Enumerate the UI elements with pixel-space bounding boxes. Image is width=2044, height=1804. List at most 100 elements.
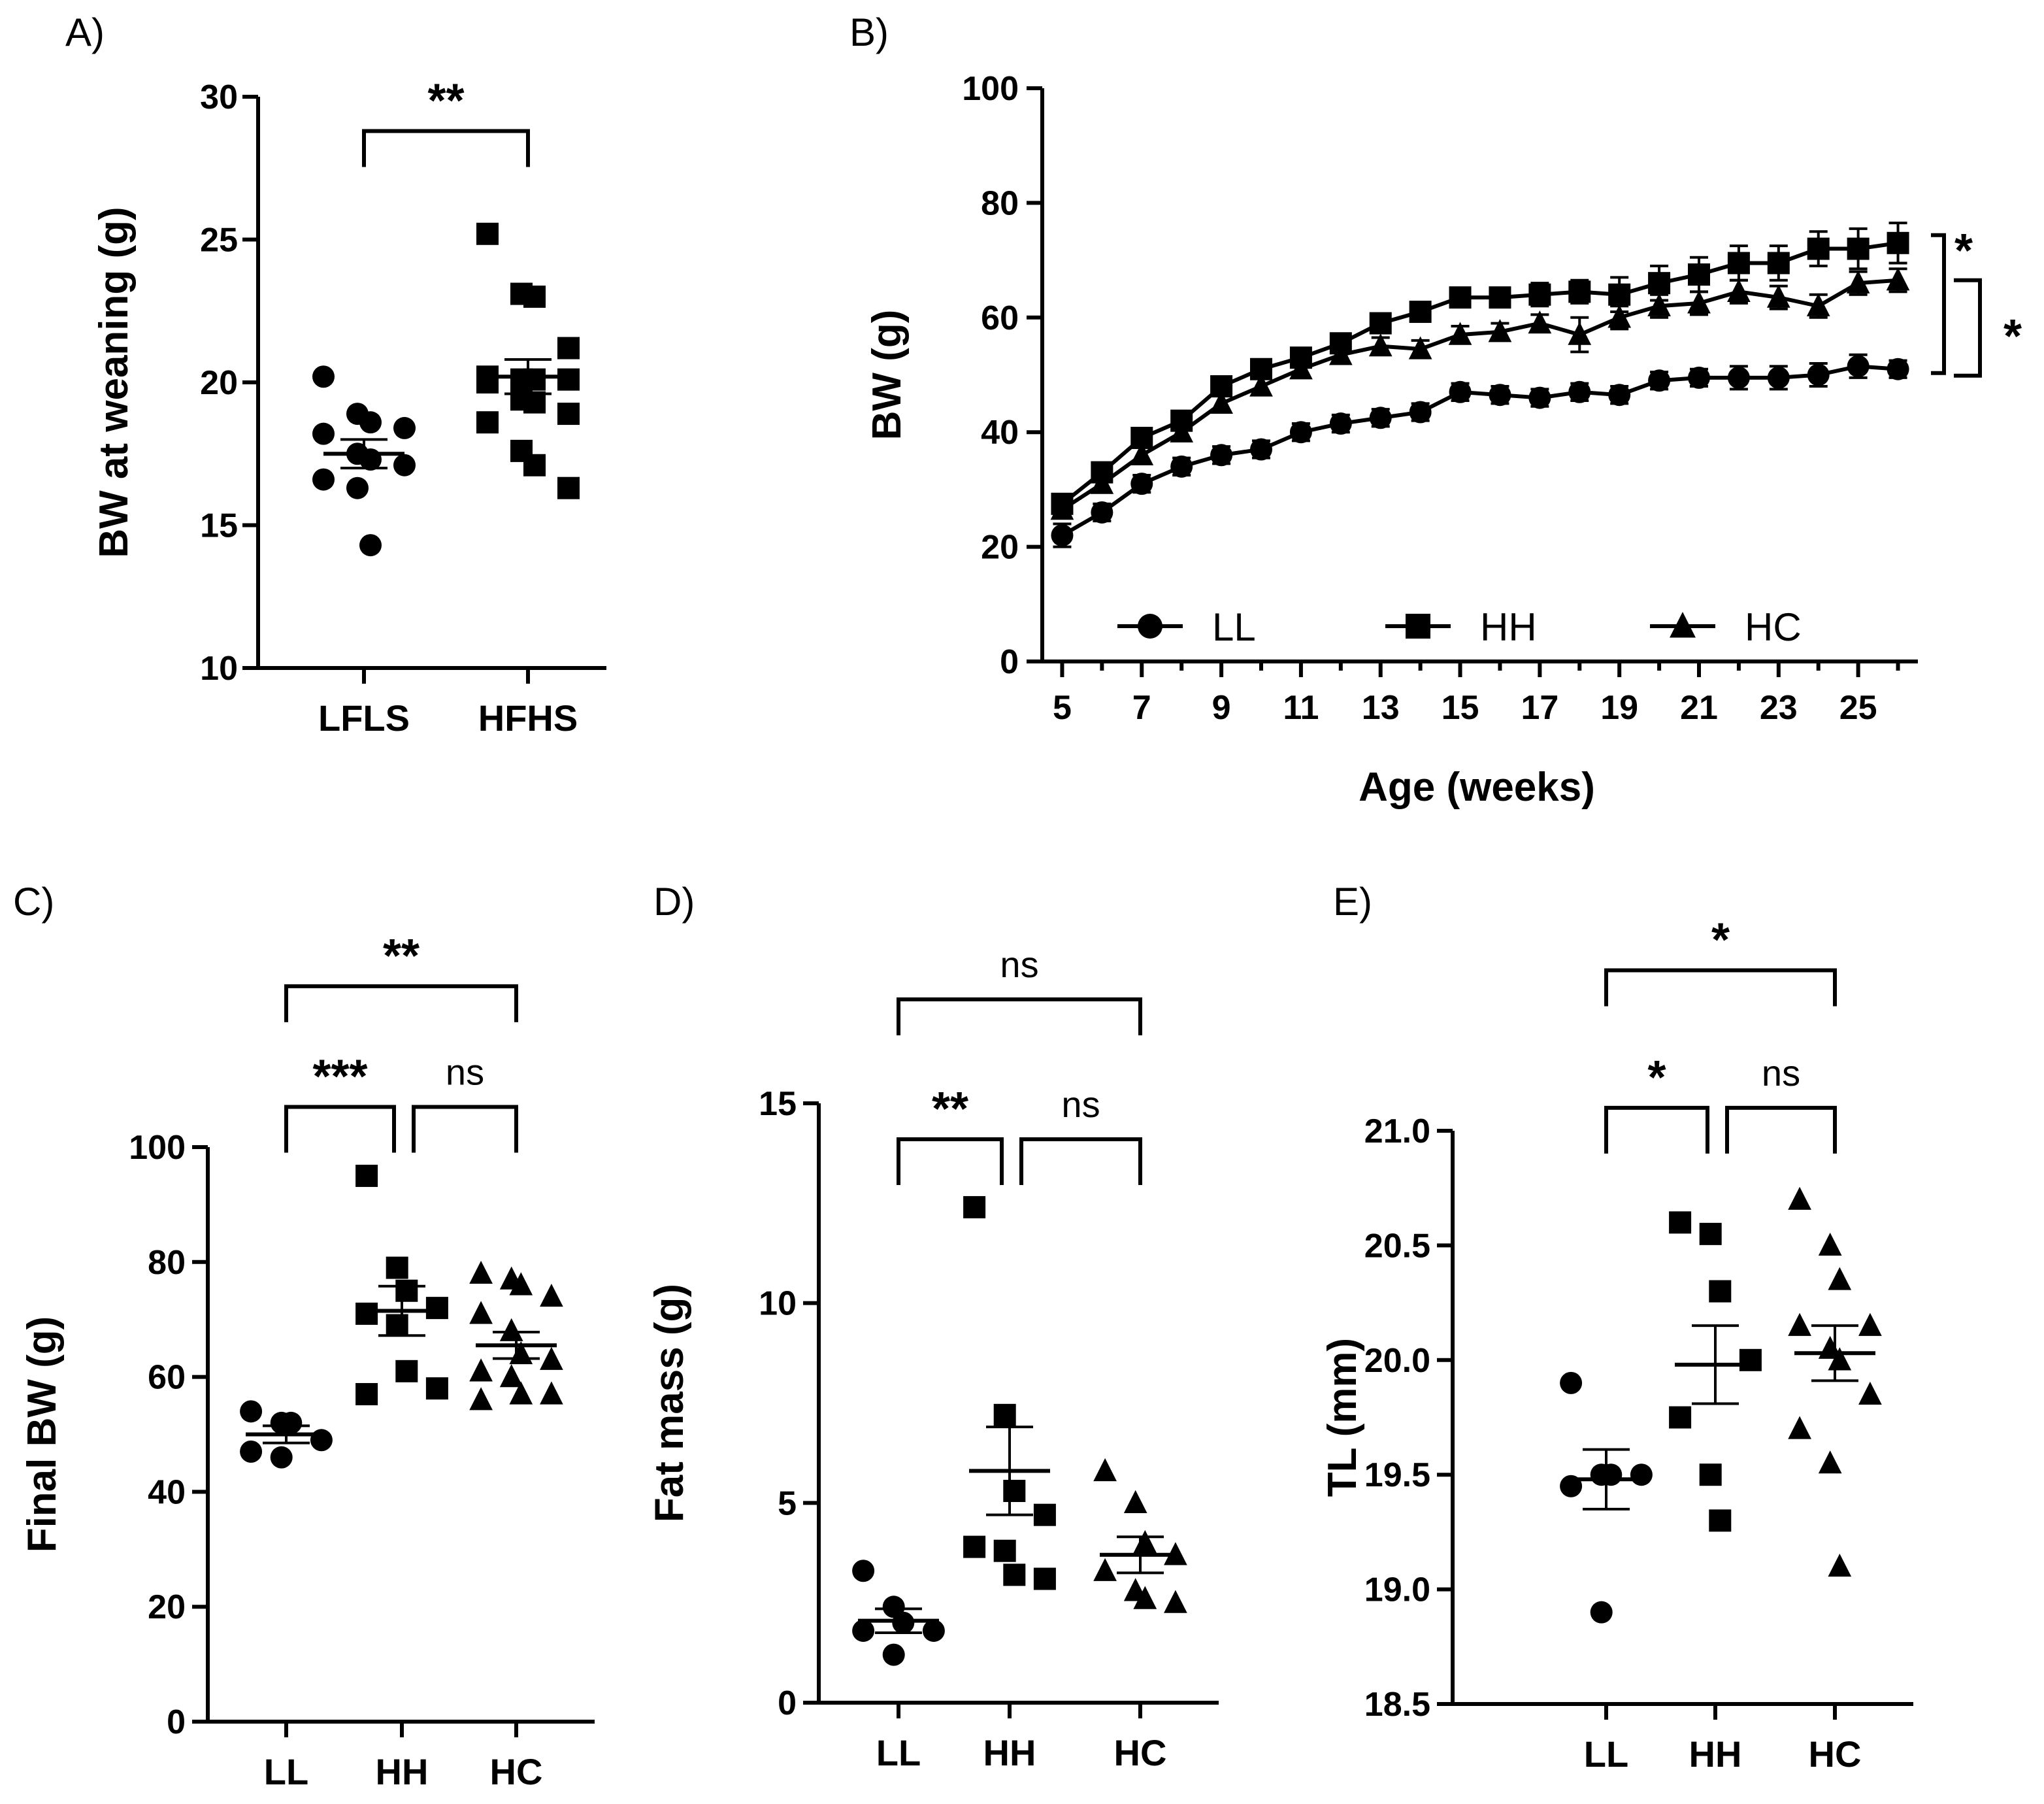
y-tick-label: 20 [148, 1588, 186, 1626]
y-tick-label: 0 [1000, 643, 1019, 681]
data-point [1091, 501, 1113, 524]
data-point [1568, 280, 1591, 303]
data-point [499, 1318, 523, 1341]
data-point [1630, 1463, 1653, 1486]
data-point [557, 476, 580, 499]
significance-label: ns [446, 1051, 484, 1092]
x-category-label: LL [876, 1732, 921, 1773]
data-point [1828, 1267, 1852, 1290]
data-point [1133, 1529, 1157, 1554]
data-point [280, 1411, 303, 1434]
data-point [963, 1195, 986, 1218]
data-point [395, 1360, 418, 1382]
data-point [557, 337, 580, 359]
data-point [523, 454, 546, 476]
panel-e: E) 18.5 19.0 19.5 20.0 20.5 21.0 TL (mm) LL HH HC *… [1320, 880, 1913, 1775]
significance-label: ns [1762, 1052, 1800, 1094]
significance-label: * [1647, 1052, 1666, 1104]
data-point [1170, 455, 1193, 478]
x-category-label: HC [1114, 1732, 1167, 1773]
data-point [1369, 407, 1392, 429]
y-axis-title: Fat mass (g) [647, 1284, 692, 1522]
data-point [312, 422, 335, 445]
data-point [1449, 380, 1472, 403]
data-point [1328, 342, 1353, 365]
significance-bracket [897, 997, 1142, 1036]
data-point [469, 1358, 493, 1382]
x-category-label: HC [490, 1751, 543, 1792]
x-tick-label: 13 [1362, 689, 1400, 727]
data-point [1600, 1463, 1623, 1486]
data-point [469, 1387, 493, 1411]
data-point [1409, 301, 1432, 324]
data-point [1607, 305, 1632, 328]
data-point [346, 476, 369, 499]
y-tick-label: 21.0 [1364, 1112, 1430, 1150]
data-point [1766, 284, 1790, 308]
x-axis-title: Age (weeks) [1359, 765, 1595, 810]
significance-bracket [1931, 233, 1946, 375]
y-tick-label: 0 [167, 1703, 186, 1741]
data-point [240, 1440, 263, 1463]
data-point [1727, 278, 1751, 302]
data-point [355, 1302, 378, 1325]
series-line [1061, 241, 1898, 506]
y-tick-label: 20.0 [1364, 1342, 1430, 1380]
data-point [359, 534, 382, 557]
data-point [540, 1381, 563, 1405]
data-point [1648, 369, 1671, 392]
data-point [557, 368, 580, 391]
y-axis-title: Final BW (g) [20, 1316, 65, 1553]
legend-marker [1670, 612, 1696, 638]
y-tick-label: 19.0 [1364, 1571, 1430, 1609]
x-tick-label: 9 [1212, 689, 1231, 727]
y-tick-label: 80 [981, 184, 1019, 222]
panel-label: D) [653, 880, 695, 924]
x-tick-label: 7 [1132, 689, 1151, 727]
data-point [540, 1346, 563, 1370]
data-point [1093, 1458, 1117, 1482]
x-tick-label: 25 [1839, 689, 1877, 727]
data-point [1003, 1479, 1026, 1502]
data-point [1448, 322, 1472, 345]
data-point [1528, 283, 1551, 306]
data-point [240, 1400, 263, 1423]
x-tick-label: 17 [1521, 689, 1558, 727]
data-point [395, 1279, 418, 1302]
data-point [1739, 1348, 1762, 1371]
panel-label: E) [1333, 880, 1372, 924]
data-point [1123, 1490, 1147, 1513]
data-point [1210, 444, 1233, 467]
data-point [1329, 412, 1352, 435]
x-category-label: LL [1584, 1733, 1628, 1775]
data-point [1699, 1463, 1722, 1486]
data-point [1528, 386, 1551, 409]
data-point [312, 365, 335, 388]
data-point [1050, 497, 1074, 520]
y-tick-label: 100 [129, 1129, 186, 1167]
data-point [1528, 310, 1552, 334]
data-point [922, 1619, 945, 1642]
significance-bracket [284, 984, 518, 1022]
y-tick-label: 25 [200, 222, 238, 259]
significance-label: ** [383, 930, 420, 982]
data-point [469, 1260, 493, 1284]
data-point [1687, 290, 1711, 314]
significance-bracket [1604, 1105, 1709, 1154]
data-point [1847, 355, 1870, 378]
data-point [1368, 333, 1393, 357]
data-point [1033, 1567, 1056, 1590]
data-point [1806, 293, 1830, 316]
data-point [892, 1611, 915, 1634]
data-point [1130, 442, 1154, 465]
panel-d: D) 0 5 10 15 Fat mass (g) LL HH HC ns ** ns [647, 880, 1219, 1773]
data-point [1688, 366, 1710, 389]
x-tick-label: 21 [1680, 689, 1718, 727]
data-point [1164, 1590, 1187, 1613]
data-point [425, 1377, 448, 1400]
data-point [1488, 319, 1512, 342]
data-point [1858, 1312, 1882, 1336]
data-point [993, 1539, 1016, 1562]
data-point [852, 1560, 875, 1582]
